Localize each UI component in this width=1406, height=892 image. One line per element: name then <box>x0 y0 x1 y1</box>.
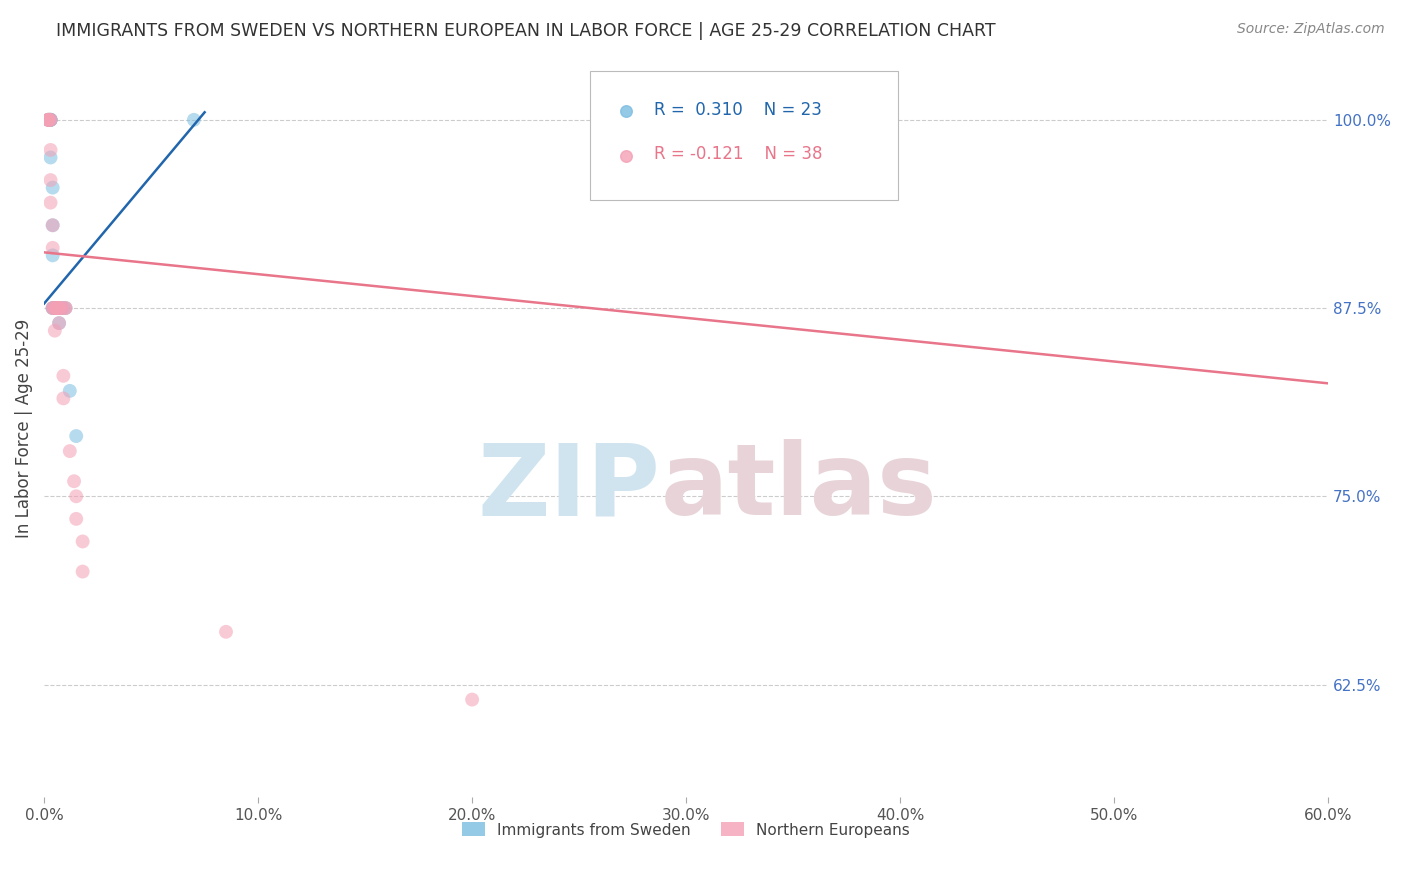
Point <box>46 301 69 315</box>
Point <box>37 112 59 127</box>
Point <box>46 301 69 315</box>
Point <box>55 301 77 315</box>
Point <box>39 112 62 127</box>
Point <box>183 112 205 127</box>
Point <box>51 301 73 315</box>
Point <box>37 112 59 127</box>
Point <box>46 301 69 315</box>
Point <box>48 316 70 330</box>
Point <box>46 301 69 315</box>
Point <box>51 301 73 315</box>
Point <box>37 112 59 127</box>
Point <box>59 444 82 458</box>
Point <box>44 301 66 315</box>
Point <box>39 112 62 127</box>
Point <box>52 301 75 315</box>
Text: ZIP: ZIP <box>478 439 661 536</box>
Y-axis label: In Labor Force | Age 25-29: In Labor Force | Age 25-29 <box>15 319 32 538</box>
Point <box>41 301 63 315</box>
Point <box>44 301 66 315</box>
Point <box>1002 219 1025 233</box>
Point <box>39 112 62 127</box>
Point <box>65 512 87 526</box>
Point <box>37 112 59 127</box>
Point <box>55 301 77 315</box>
Point <box>41 180 63 194</box>
Point <box>48 301 70 315</box>
Point <box>39 173 62 187</box>
Point <box>72 565 94 579</box>
Point <box>39 112 62 127</box>
Point <box>461 692 484 706</box>
Point <box>41 219 63 233</box>
Point <box>41 219 63 233</box>
Point <box>41 301 63 315</box>
Point <box>1002 309 1025 323</box>
Point <box>51 301 73 315</box>
Text: IMMIGRANTS FROM SWEDEN VS NORTHERN EUROPEAN IN LABOR FORCE | AGE 25-29 CORRELATI: IMMIGRANTS FROM SWEDEN VS NORTHERN EUROP… <box>56 22 995 40</box>
Point <box>65 429 87 443</box>
Point <box>44 301 66 315</box>
Point <box>63 474 86 488</box>
Point <box>46 301 69 315</box>
Point <box>37 112 59 127</box>
Text: R = -0.121    N = 38: R = -0.121 N = 38 <box>654 145 823 163</box>
Point <box>215 624 238 639</box>
Point <box>52 392 75 406</box>
Point <box>41 241 63 255</box>
Point <box>48 316 70 330</box>
Point <box>37 112 59 127</box>
Point <box>39 112 62 127</box>
Point <box>44 301 66 315</box>
Point <box>39 151 62 165</box>
Point <box>48 301 70 315</box>
Point <box>44 324 66 338</box>
Point <box>65 489 87 503</box>
Legend: Immigrants from Sweden, Northern Europeans: Immigrants from Sweden, Northern Europea… <box>454 814 918 845</box>
Point <box>52 368 75 383</box>
Point <box>41 301 63 315</box>
FancyBboxPatch shape <box>591 70 898 200</box>
Point <box>55 301 77 315</box>
Text: atlas: atlas <box>661 439 936 536</box>
Text: Source: ZipAtlas.com: Source: ZipAtlas.com <box>1237 22 1385 37</box>
Point <box>59 384 82 398</box>
Text: R =  0.310    N = 23: R = 0.310 N = 23 <box>654 101 823 119</box>
Point <box>41 301 63 315</box>
Point <box>41 248 63 262</box>
Point <box>39 112 62 127</box>
Point <box>72 534 94 549</box>
Point <box>37 112 59 127</box>
Point <box>39 195 62 210</box>
Point <box>44 301 66 315</box>
Point <box>39 143 62 157</box>
